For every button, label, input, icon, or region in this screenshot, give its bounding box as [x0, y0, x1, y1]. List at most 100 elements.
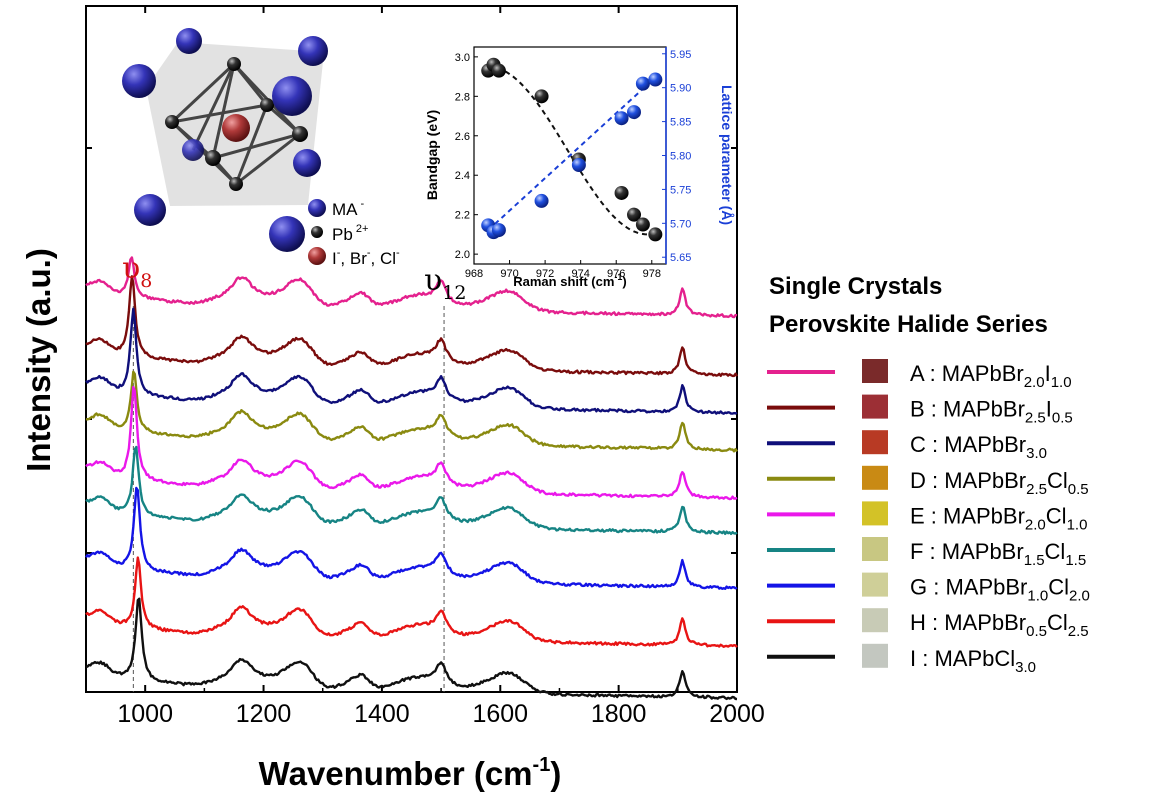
x-tick-label: 1600: [472, 700, 528, 728]
series-legend: Single Crystals Perovskite Halide Series…: [767, 273, 1090, 676]
inset-left-tick-label: 2.8: [455, 91, 470, 103]
legend-swatch-C: [862, 430, 888, 455]
bandgap-point: [534, 89, 549, 104]
main-plot-frame: [85, 5, 738, 693]
inset-frame: [473, 46, 667, 265]
ma-ion-sphere: [269, 216, 305, 252]
inset-right-tick-label: 5.75: [670, 184, 691, 196]
legend-halide-sphere: [308, 247, 326, 265]
lattice-point: [648, 72, 663, 87]
spectrum-line-E: [85, 385, 738, 501]
spectrum-line-I: [85, 597, 738, 701]
peak-label: υ8: [122, 251, 152, 292]
inset-right-tick-label: 5.70: [670, 218, 691, 230]
peak-label: υ12: [424, 263, 466, 304]
lattice-point: [614, 111, 629, 126]
pb-ion-sphere: [229, 177, 243, 191]
bandgap-point: [635, 217, 650, 232]
legend-swatch-A: [862, 359, 888, 383]
legend-swatch-H: [862, 608, 888, 633]
pb-ion-sphere: [205, 150, 221, 166]
lattice-point: [534, 193, 549, 208]
main-y-axis-title: Intensity (a.u.): [20, 248, 57, 472]
legend-swatch-D: [862, 465, 888, 490]
x-tick-label: 1400: [354, 700, 410, 728]
inset-left-axis-title: Bandgap (eV): [424, 110, 440, 200]
inset-x-tick-label: 976: [607, 268, 625, 280]
bandgap-point: [648, 227, 663, 242]
legend-swatch-B: [862, 394, 888, 419]
inset-x-axis-title: Raman shift (cm-1): [513, 272, 627, 289]
lattice-point: [571, 157, 586, 172]
bandgap-trend-line: [488, 65, 652, 236]
ma-ion-sphere: [272, 76, 312, 116]
lattice-trend-line: [487, 76, 657, 231]
x-tick-label: 2000: [709, 700, 765, 728]
ma-ion-sphere: [182, 139, 204, 161]
spectrum-line-C: [85, 307, 738, 415]
legend-label-H: H : MAPbBr0.5Cl2.5: [910, 610, 1089, 640]
inset-right-tick-label: 5.85: [670, 117, 691, 129]
ma-ion-sphere: [298, 36, 328, 66]
legend-label-D: D : MAPbBr2.5Cl0.5: [910, 468, 1089, 498]
inset-left-tick-label: 2.0: [455, 249, 470, 261]
legend-label-E: E : MAPbBr2.0Cl1.0: [910, 503, 1087, 533]
inset-x-tick-label: 974: [571, 268, 589, 280]
inset-x-tick-label: 978: [643, 268, 661, 280]
ma-ion-sphere: [293, 149, 321, 177]
pb-ion-sphere: [260, 98, 274, 112]
spectrum-line-D: [85, 370, 738, 453]
inset-axes: 968 970 972 974 976 978 2.0 2.2 2.4 2.6 2.8 3.0 5.65…: [455, 47, 691, 280]
spectrum-line-H: [85, 556, 738, 648]
lattice-point: [491, 223, 506, 238]
inset-x-tick-label: 972: [536, 268, 554, 280]
legend-title-line-1: Single Crystals: [769, 273, 942, 300]
inset-x-tick-label: 968: [465, 268, 483, 280]
ma-ion-sphere: [122, 64, 156, 98]
legend-pb-sphere: [311, 226, 323, 238]
ma-ion-sphere: [134, 194, 166, 226]
inset-right-tick-label: 5.95: [670, 49, 691, 61]
bandgap-point: [627, 207, 641, 222]
legend-swatch-F: [862, 537, 888, 561]
bandgap-point: [614, 185, 629, 200]
inset-right-tick-label: 5.80: [670, 151, 691, 163]
legend-ma-label: MA -: [332, 198, 365, 219]
legend-label-A: A : MAPbBr2.0I1.0: [910, 361, 1072, 391]
legend-label-C: C : MAPbBr3.0: [910, 432, 1047, 462]
inset-chart: 968 970 972 974 976 978 2.0 2.2 2.4 2.6 2.8 3.0 5.65…: [424, 46, 735, 289]
pb-ion-sphere: [165, 115, 179, 129]
legend-ma-sphere: [308, 199, 326, 217]
ma-ion-sphere: [176, 28, 202, 54]
x-tick-label: 1000: [117, 700, 173, 728]
spectrum-line-B: [85, 275, 739, 378]
inset-left-tick-label: 2.6: [455, 131, 470, 143]
inset-right-tick-label: 5.65: [670, 252, 691, 264]
spectrum-line-G: [85, 486, 738, 590]
spectrum-line-A: [85, 256, 738, 319]
legend-swatch-E: [862, 501, 888, 526]
spectra-group: [85, 256, 739, 701]
inset-x-tick-label: 970: [500, 268, 518, 280]
legend-halide-label: I-, Br-, Cl-: [332, 247, 400, 268]
legend-swatch-I: [862, 643, 888, 668]
pb-ion-sphere: [292, 126, 308, 142]
bandgap-point: [491, 63, 506, 78]
pb-ion-sphere: [227, 57, 241, 71]
legend-label-B: B : MAPbBr2.5I0.5: [910, 397, 1073, 427]
lattice-point: [627, 105, 641, 120]
inset-right-tick-label: 5.90: [670, 83, 691, 95]
crystal-structure-illustration: MA - Pb 2+ I-, Br-, Cl-: [122, 28, 400, 268]
main-x-ticks: 1000 1200 1400 1600 1800 2000: [86, 6, 765, 728]
x-tick-label: 1200: [236, 700, 292, 728]
legend-swatch-G: [862, 572, 888, 597]
inset-left-tick-label: 2.2: [455, 210, 470, 222]
peak-labels: υ8 υ12: [122, 251, 466, 304]
main-x-axis-title: Wavenumber (cm-1): [259, 754, 562, 792]
inset-points: [481, 57, 663, 242]
legend-label-I: I : MAPbCl3.0: [910, 646, 1036, 676]
inset-left-tick-label: 2.4: [455, 170, 470, 182]
spectrum-line-F: [85, 445, 738, 536]
legend-label-G: G : MAPbBr1.0Cl2.0: [910, 575, 1090, 605]
